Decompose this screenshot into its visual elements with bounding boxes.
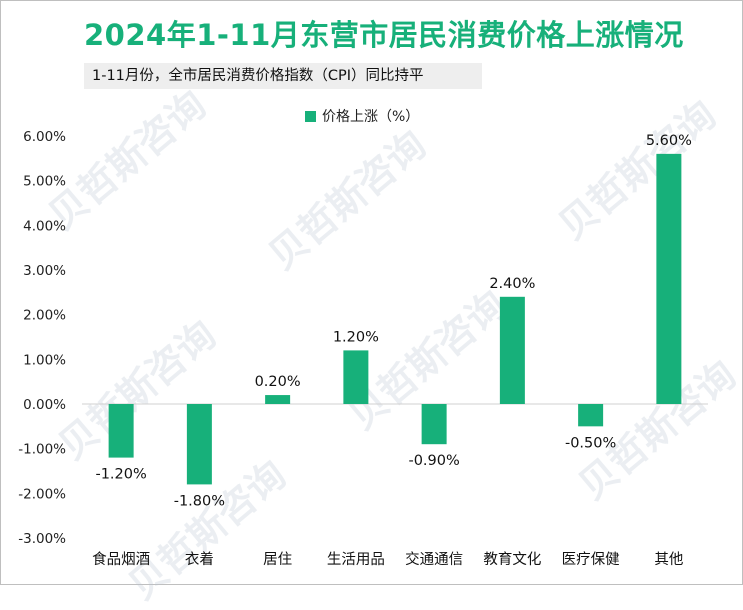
x-tick-label: 教育文化 — [483, 551, 541, 568]
legend-label: 价格上涨（%） — [322, 109, 420, 125]
data-label: -1.80% — [174, 493, 225, 509]
x-tick-label: 居住 — [263, 551, 292, 568]
data-label: 2.40% — [489, 276, 535, 292]
y-tick-label: -1.00% — [18, 442, 66, 458]
bar — [656, 153, 682, 404]
bar — [265, 395, 291, 404]
data-label: 5.60% — [646, 133, 692, 149]
bar — [421, 404, 447, 445]
x-tick-label: 生活用品 — [327, 551, 385, 568]
x-tick-label: 衣着 — [185, 551, 214, 568]
y-tick-label: 0.00% — [23, 397, 66, 413]
data-label: -0.90% — [408, 453, 459, 469]
data-label: 1.20% — [333, 329, 379, 345]
x-tick-label: 交通通信 — [405, 550, 463, 568]
legend-swatch — [305, 110, 316, 122]
bar — [499, 296, 525, 404]
y-tick-label: 2.00% — [23, 308, 66, 324]
data-label: 0.20% — [255, 374, 301, 390]
bar-chart: 6.00% 5.00% 4.00% 3.00% 2.00% 1.00% 0.00% -1.00… — [18, 129, 708, 568]
y-tick-label: 3.00% — [23, 263, 66, 279]
data-label: -0.50% — [565, 435, 616, 451]
x-tick-label: 其他 — [654, 551, 683, 568]
y-tick-label: -3.00% — [18, 531, 66, 547]
y-tick-label: 4.00% — [23, 218, 66, 234]
legend: 价格上涨（%） — [305, 106, 419, 126]
bar — [186, 404, 212, 485]
y-tick-label: -2.00% — [18, 486, 66, 502]
chart-subtitle: 1-11月份，全市居民消费价格指数（CPI）同比持平 — [84, 63, 482, 89]
y-tick-label: 5.00% — [23, 174, 66, 190]
bar — [108, 404, 134, 458]
data-label: -1.20% — [95, 467, 146, 483]
x-tick-label: 医疗保健 — [562, 551, 620, 568]
bar — [578, 404, 604, 427]
y-tick-label: 6.00% — [23, 129, 66, 145]
chart-title: 2024年1-11月东营市居民消费价格上涨情况 — [84, 18, 684, 52]
x-tick-label: 食品烟酒 — [92, 551, 150, 568]
bar — [343, 350, 369, 404]
y-tick-label: 1.00% — [23, 352, 66, 368]
